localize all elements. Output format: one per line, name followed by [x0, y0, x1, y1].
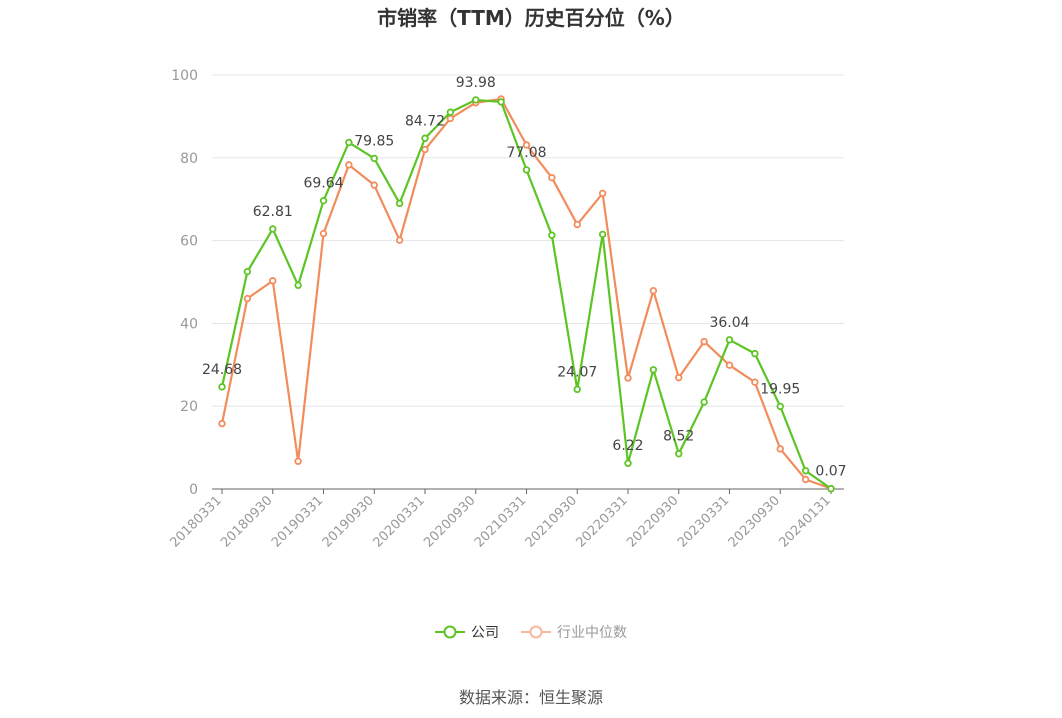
data-point-company: [801, 467, 810, 475]
data-point-industry: [751, 378, 759, 386]
data-point-industry: [548, 173, 556, 182]
data-point-industry: [218, 419, 226, 428]
data-point-industry: [776, 445, 784, 453]
data-point-company: [725, 336, 734, 344]
data-point-company: [827, 485, 835, 493]
x-tick-label: 20200930: [421, 493, 478, 550]
y-tick-label: 0: [189, 482, 198, 498]
data-point-company: [751, 349, 759, 358]
data-point-company: [649, 366, 658, 374]
x-tick-label: 20180930: [218, 493, 275, 550]
data-point-company: [421, 134, 429, 142]
x-tick-label: 20190331: [269, 493, 326, 550]
data-label: 24.07: [557, 364, 597, 380]
data-point-company: [497, 98, 505, 106]
x-tick-label: 20240131: [776, 493, 833, 550]
y-tick-label: 80: [180, 151, 198, 167]
y-tick-label: 40: [180, 316, 198, 332]
data-point-industry: [573, 220, 581, 229]
data-label: 6.22: [612, 438, 643, 454]
data-point-company: [446, 108, 455, 116]
data-label: 24.68: [202, 362, 242, 378]
data-point-company: [319, 196, 328, 205]
data-source: 数据来源：恒生聚源: [458, 688, 603, 707]
data-label: 0.07: [815, 464, 846, 480]
data-point-industry: [269, 277, 277, 285]
y-tick-label: 60: [180, 234, 198, 250]
data-label: 62.81: [253, 204, 293, 220]
x-tick-label: 20220930: [624, 493, 681, 550]
data-point-company: [472, 96, 480, 104]
data-label: 93.98: [456, 75, 496, 91]
legend-company-icon: [435, 625, 465, 639]
chart-title: 市销率（TTM）历史百分位（%）: [377, 6, 685, 30]
data-label: 8.52: [663, 429, 694, 445]
data-point-industry: [395, 236, 404, 244]
data-point-industry: [801, 475, 810, 484]
data-point-industry: [446, 114, 455, 123]
y-tick-label: 100: [171, 68, 198, 84]
data-point-industry: [345, 161, 353, 169]
legend: 公司 行业中位数: [0, 622, 1062, 642]
data-point-company: [700, 398, 708, 406]
data-point-company: [776, 402, 784, 411]
data-point-company: [243, 267, 252, 276]
data-point-company: [269, 225, 277, 233]
x-tick-label: 20180331: [167, 493, 224, 550]
data-label: 19.95: [760, 381, 800, 397]
data-label: 77.08: [506, 145, 546, 161]
data-point-industry: [319, 229, 328, 238]
data-point-company: [675, 450, 683, 458]
data-point-industry: [243, 294, 252, 303]
data-point-company: [598, 230, 607, 239]
data-point-industry: [421, 145, 429, 154]
data-point-company: [522, 166, 531, 174]
data-point-company: [294, 281, 302, 290]
data-label: 69.64: [303, 176, 343, 192]
data-point-company: [370, 154, 378, 163]
data-point-industry: [649, 286, 658, 295]
data-label: 36.04: [709, 315, 749, 331]
x-tick-label: 20230331: [675, 493, 732, 550]
legend-item-company[interactable]: 公司: [435, 622, 499, 642]
x-tick-label: 20210930: [523, 493, 580, 550]
data-point-industry: [725, 361, 734, 369]
x-tick-label: 20210331: [472, 493, 529, 550]
data-label: 84.72: [405, 113, 445, 129]
legend-label-industry: 行业中位数: [557, 625, 627, 641]
legend-industry-icon: [521, 625, 551, 639]
data-point-company: [395, 199, 404, 208]
data-point-industry: [700, 337, 708, 346]
data-point-company: [218, 383, 226, 391]
x-tick-label: 20190930: [320, 493, 377, 550]
x-tick-label: 20230930: [726, 493, 783, 550]
data-point-company: [345, 138, 353, 147]
data-label: 79.85: [354, 133, 394, 149]
data-point-company: [573, 385, 581, 394]
legend-item-industry[interactable]: 行业中位数: [521, 622, 627, 642]
data-point-company: [624, 459, 632, 467]
x-tick-label: 20220331: [573, 493, 630, 550]
data-point-company: [548, 231, 556, 239]
y-tick-label: 20: [180, 399, 198, 415]
data-point-industry: [370, 181, 378, 189]
data-point-industry: [675, 373, 683, 382]
data-point-industry: [522, 141, 531, 149]
data-point-industry: [624, 374, 632, 382]
legend-label-company: 公司: [471, 625, 499, 641]
x-tick-label: 20200331: [370, 493, 427, 550]
data-point-industry: [294, 457, 302, 465]
data-point-industry: [598, 189, 607, 198]
line-chart: 0 20 40 60 80 100 2018033120180930201903312019…: [167, 68, 846, 551]
